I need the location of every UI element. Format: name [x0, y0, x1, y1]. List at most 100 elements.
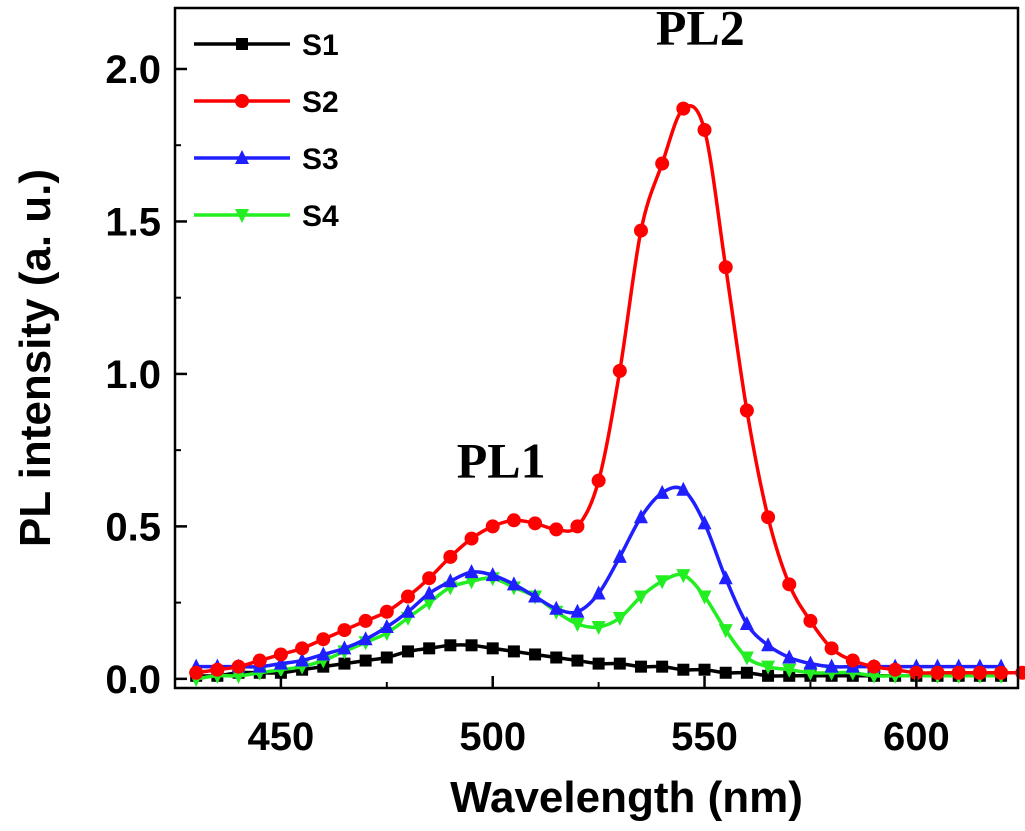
y-tick-label-0.5: 0.5 — [105, 505, 161, 549]
series-S2-point-460 — [316, 632, 331, 647]
series-S2-point-555 — [718, 260, 733, 275]
series-S4-point-560 — [739, 651, 754, 666]
legend-label-S4: S4 — [302, 200, 339, 233]
series-S4-point-545 — [676, 569, 691, 584]
y-tick-label-2.0: 2.0 — [105, 48, 161, 92]
series-S2-line — [195, 104, 1023, 675]
x-axis-title: Wavelength (nm) — [450, 773, 803, 822]
series-S2-point-440 — [231, 659, 246, 674]
series-S1-point-525 — [592, 657, 605, 670]
series-S1-point-520 — [571, 654, 584, 667]
series-S3-point-560 — [739, 615, 754, 630]
series-S2-point-550 — [697, 122, 712, 137]
series-S2-point-515 — [549, 522, 564, 537]
series-S2 — [189, 101, 1025, 680]
series-S4-point-590 — [866, 669, 881, 684]
plot-frame — [173, 6, 1020, 690]
series-S4-point-495 — [464, 575, 479, 590]
series-S4-point-535 — [633, 590, 648, 605]
series-S3-point-500 — [485, 567, 500, 582]
series-S1-point-515 — [550, 651, 563, 664]
series-S2-point-500 — [485, 519, 500, 534]
series-S2-point-480 — [400, 589, 415, 604]
series-S3-point-555 — [718, 570, 733, 585]
x-tick-label-600: 600 — [883, 715, 950, 759]
series-S2-point-580 — [824, 641, 839, 656]
legend-label-S2: S2 — [302, 86, 339, 119]
series-S4-point-525 — [591, 621, 606, 636]
series-S3-point-485 — [422, 585, 437, 600]
series-S3-point-520 — [570, 603, 585, 618]
series-S2-point-455 — [295, 641, 310, 656]
series-S4-point-550 — [697, 590, 712, 605]
series-S3-point-495 — [464, 564, 479, 579]
series-S2-point-570 — [782, 577, 797, 592]
series-S2-point-535 — [633, 223, 648, 238]
series-S4-point-520 — [570, 617, 585, 632]
series-S2-point-490 — [443, 549, 458, 564]
series-S1-point-530 — [613, 657, 626, 670]
legend-marker-S4 — [235, 209, 249, 223]
series-S2-point-600 — [909, 665, 924, 680]
series-S2-point-470 — [358, 613, 373, 628]
series-S2-point-595 — [888, 662, 903, 677]
series-S3-point-515 — [549, 600, 564, 615]
series-S2-point-520 — [570, 519, 585, 534]
series-S4-point-485 — [422, 596, 437, 611]
series-S1-point-505 — [507, 645, 520, 658]
series-S2-point-610 — [951, 665, 966, 680]
series-S4-point-575 — [803, 666, 818, 681]
series-S2-point-430 — [189, 665, 204, 680]
series-S2-point-485 — [422, 571, 437, 586]
series-S1-point-555 — [719, 666, 732, 679]
series-S2-point-605 — [930, 665, 945, 680]
series-S1-point-535 — [634, 660, 647, 673]
series-S3-point-525 — [591, 585, 606, 600]
series-S4-point-530 — [612, 611, 627, 626]
legend-marker-S2 — [235, 94, 249, 108]
series-S1-point-465 — [338, 657, 351, 670]
legend-marker-S1 — [236, 38, 248, 50]
series-S4-point-555 — [718, 624, 733, 639]
series-S2-point-585 — [845, 653, 860, 668]
series-S1-point-480 — [401, 645, 414, 658]
series-S1-point-500 — [486, 642, 499, 655]
series-S1-point-560 — [740, 666, 753, 679]
annotation-layer: PL1 PL2 — [457, 0, 745, 489]
x-tick-label-450: 450 — [248, 715, 315, 759]
y-tick-label-1.5: 1.5 — [105, 200, 161, 244]
series-S2-point-475 — [379, 604, 394, 619]
series-S4-point-440 — [231, 669, 246, 684]
series-S3-point-530 — [612, 548, 627, 563]
series-S2-point-530 — [612, 363, 627, 378]
series-S4-point-570 — [782, 663, 797, 678]
series-S3-point-565 — [761, 637, 776, 652]
series-S3-point-490 — [443, 573, 458, 588]
series-S3-point-475 — [379, 619, 394, 634]
series-S1-point-510 — [529, 648, 542, 661]
series-S1-point-470 — [359, 654, 372, 667]
series-S3-point-575 — [803, 655, 818, 670]
series-S1-point-475 — [380, 651, 393, 664]
series-S3-point-580 — [824, 658, 839, 673]
series-S2-point-615 — [972, 665, 987, 680]
series-S1-point-540 — [656, 660, 669, 673]
series-S2-point-525 — [591, 473, 606, 488]
y-tick-label-0.0: 0.0 — [105, 658, 161, 702]
series-S3-point-460 — [316, 646, 331, 661]
legend-label-S1: S1 — [302, 29, 339, 62]
series-S3-point-480 — [400, 603, 415, 618]
series-layer — [189, 101, 1025, 687]
series-S2-point-450 — [273, 647, 288, 662]
series-S3-point-535 — [633, 509, 648, 524]
series-S3-point-550 — [697, 515, 712, 530]
series-S2-point-625 — [1015, 665, 1025, 680]
series-S2-point-565 — [761, 510, 776, 525]
y-axis-title: PL intensity (a. u.) — [11, 169, 60, 547]
series-S2-point-465 — [337, 623, 352, 638]
series-S1-point-550 — [698, 663, 711, 676]
series-S2-point-620 — [994, 665, 1009, 680]
series-S3-point-570 — [782, 649, 797, 664]
series-S4-point-540 — [655, 575, 670, 590]
series-S2-point-590 — [866, 659, 881, 674]
